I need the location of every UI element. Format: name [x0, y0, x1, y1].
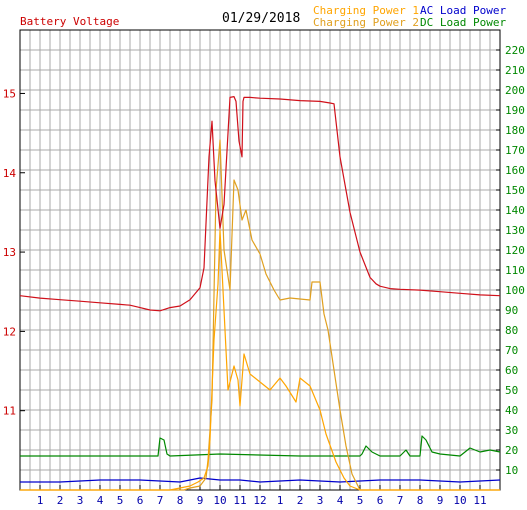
x-axis-tick-label: 6 [137, 494, 144, 507]
right-axis-tick-label: 200 [505, 84, 525, 97]
left-axis-tick-label: 11 [3, 405, 16, 418]
right-axis-tick-label: 40 [505, 404, 518, 417]
chart-date: 01/29/2018 [222, 11, 301, 26]
x-axis-tick-label: 9 [197, 494, 204, 507]
right-axis-tick-label: 100 [505, 284, 525, 297]
x-axis-tick-label: 5 [357, 494, 364, 507]
x-axis-tick-label: 5 [117, 494, 124, 507]
x-axis-tick-label: 2 [57, 494, 64, 507]
x-axis-tick-label: 7 [397, 494, 404, 507]
x-axis-tick-label: 3 [77, 494, 84, 507]
left-axis-title: Battery Voltage [20, 15, 120, 28]
right-axis-tick-label: 180 [505, 124, 525, 137]
right-axis-tick-label: 60 [505, 364, 518, 377]
x-axis-tick-label: 10 [453, 494, 466, 507]
series-line-ac-load-power [20, 477, 501, 483]
right-axis-tick-label: 20 [505, 444, 518, 457]
right-axis-tick-label: 130 [505, 224, 525, 237]
right-axis-tick-label: 160 [505, 164, 525, 177]
right-axis-tick-label: 50 [505, 384, 518, 397]
x-axis-tick-label: 1 [277, 494, 284, 507]
legend-ac-load-power: AC Load Power [420, 4, 507, 17]
legend-charging-power-1: Charging Power 1 [313, 4, 419, 17]
left-axis-tick-label: 13 [3, 246, 16, 259]
x-axis-tick-label: 7 [157, 494, 164, 507]
x-axis-tick-label: 11 [233, 494, 246, 507]
legend-dc-load-power: DC Load Power [420, 16, 507, 29]
right-axis-tick-label: 190 [505, 104, 525, 117]
right-axis-tick-label: 150 [505, 184, 525, 197]
x-axis-tick-label: 1 [37, 494, 44, 507]
x-axis-tick-label: 10 [213, 494, 226, 507]
right-axis-tick-label: 30 [505, 424, 518, 437]
x-axis-tick-label: 4 [97, 494, 104, 507]
series-line-dc-load-power [20, 435, 501, 457]
x-axis-tick-label: 2 [297, 494, 304, 507]
left-axis-tick-label: 15 [3, 87, 16, 100]
x-axis-tick-label: 8 [177, 494, 184, 507]
x-axis-tick-label: 11 [473, 494, 486, 507]
legend-charging-power-2: Charging Power 2 [313, 16, 419, 29]
left-axis-tick-label: 14 [3, 167, 17, 180]
right-axis-tick-label: 80 [505, 324, 518, 337]
right-axis-tick-label: 220 [505, 44, 525, 57]
x-axis-tick-label: 8 [417, 494, 424, 507]
x-axis-tick-label: 12 [253, 494, 266, 507]
right-axis-tick-label: 70 [505, 344, 518, 357]
x-axis-tick-label: 6 [377, 494, 384, 507]
right-axis-tick-label: 120 [505, 244, 525, 257]
series-line-charging-power-1 [20, 229, 500, 491]
x-axis-tick-label: 4 [337, 494, 344, 507]
series-line-battery-voltage [19, 95, 501, 312]
right-axis-tick-label: 110 [505, 264, 525, 277]
x-axis-tick-label: 9 [437, 494, 444, 507]
right-axis-tick-label: 10 [505, 464, 518, 477]
right-axis-tick-label: 170 [505, 144, 525, 157]
right-axis-tick-label: 90 [505, 304, 518, 317]
right-axis-tick-label: 210 [505, 64, 525, 77]
right-axis-tick-label: 140 [505, 204, 525, 217]
x-axis-tick-label: 3 [317, 494, 324, 507]
left-axis-tick-label: 12 [3, 325, 16, 338]
